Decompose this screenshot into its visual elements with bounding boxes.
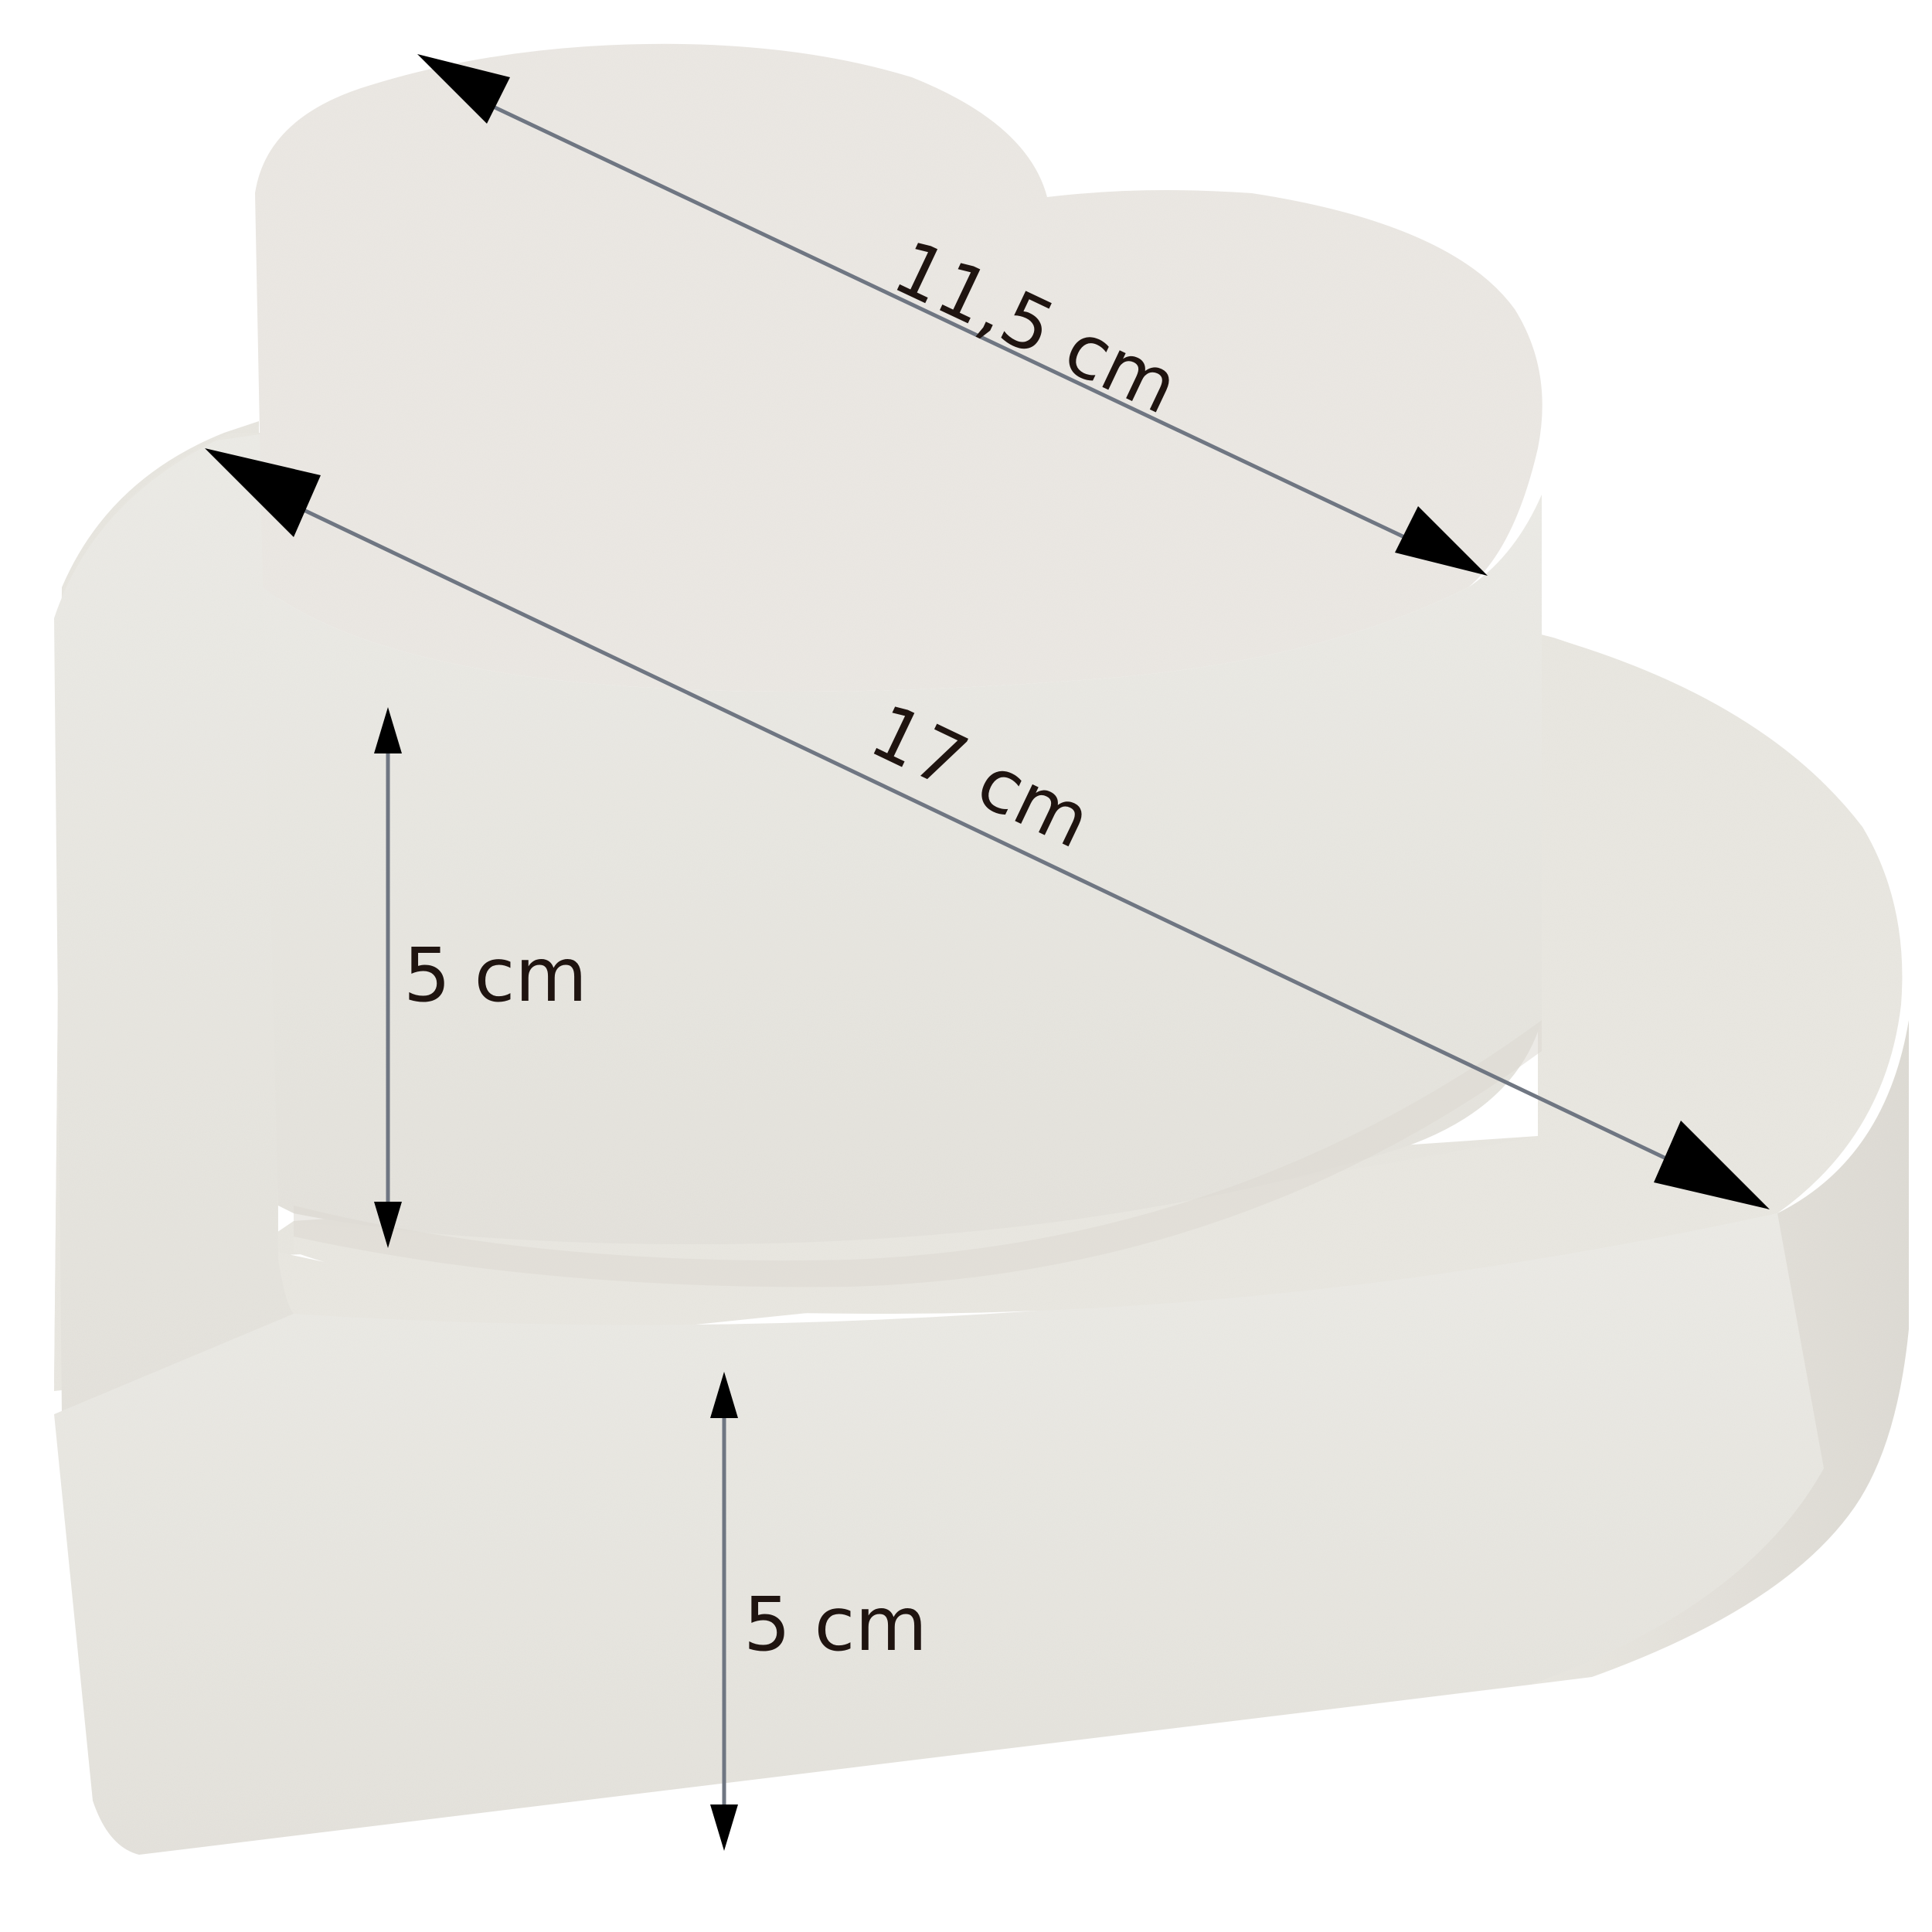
- bottom-height-dimension: 5 cm: [710, 1372, 927, 1851]
- top-diameter-arrow-end-icon: [1395, 506, 1488, 576]
- bottom-height-label: 5 cm: [743, 1581, 927, 1668]
- top-tier-top-surface: [255, 43, 1543, 692]
- bottom-diameter-arrow-end-icon: [1654, 1121, 1770, 1209]
- top-tier-side-face: [263, 495, 1542, 1244]
- bottom-tier-left-face: [54, 433, 294, 1414]
- top-height-dimension: 5 cm: [374, 707, 587, 1248]
- bottom-tier-right-face: [1530, 1020, 1909, 1685]
- bottom-height-arrow-up-icon: [710, 1372, 738, 1418]
- top-diameter-line: [462, 90, 1447, 559]
- bottom-diameter-arrow-start-icon: [205, 448, 321, 537]
- bottom-diameter-line: [253, 485, 1702, 1177]
- top-height-arrow-down-icon: [374, 1202, 402, 1248]
- bottom-height-arrow-down-icon: [710, 1804, 738, 1851]
- bottom-tier-front-face: [54, 1190, 1855, 1855]
- bottom-tier-right-lobe-top: [294, 634, 1903, 1314]
- top-height-label: 5 cm: [403, 932, 587, 1019]
- top-diameter-arrow-start-icon: [417, 54, 510, 124]
- top-height-arrow-up-icon: [374, 707, 402, 753]
